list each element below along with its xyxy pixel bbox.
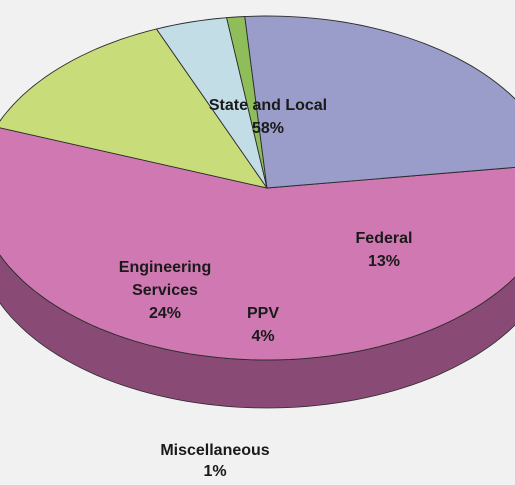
slice-state-and-local (0, 127, 515, 361)
pie-labels: State and Local 58% Federal 13% PPV 4% Enginee… (119, 97, 413, 345)
value-label: 4% (251, 328, 274, 345)
name-label: Engineering (119, 259, 211, 276)
slice-engineering-services (244, 15, 515, 189)
label-engineering-services: Engineering Services 24% (119, 259, 211, 322)
miscellaneous-callout: Miscellaneous 1% (120, 440, 310, 482)
slice-federal (0, 28, 269, 189)
value-label: 58% (252, 120, 284, 137)
slice-ppv (155, 17, 268, 189)
value-label: 24% (149, 305, 181, 322)
pie-top-faces (0, 15, 515, 361)
name-label: PPV (247, 305, 279, 322)
label-ppv: PPV 4% (247, 305, 279, 345)
miscellaneous-name: Miscellaneous (160, 442, 270, 459)
label-state-and-local: State and Local 58% (209, 97, 327, 137)
miscellaneous-value: 1% (203, 463, 227, 480)
name-label: Services (132, 282, 198, 299)
name-label: Federal (356, 230, 413, 247)
label-federal: Federal 13% (356, 230, 413, 270)
name-label: State and Local (209, 97, 327, 114)
value-label: 13% (368, 253, 400, 270)
